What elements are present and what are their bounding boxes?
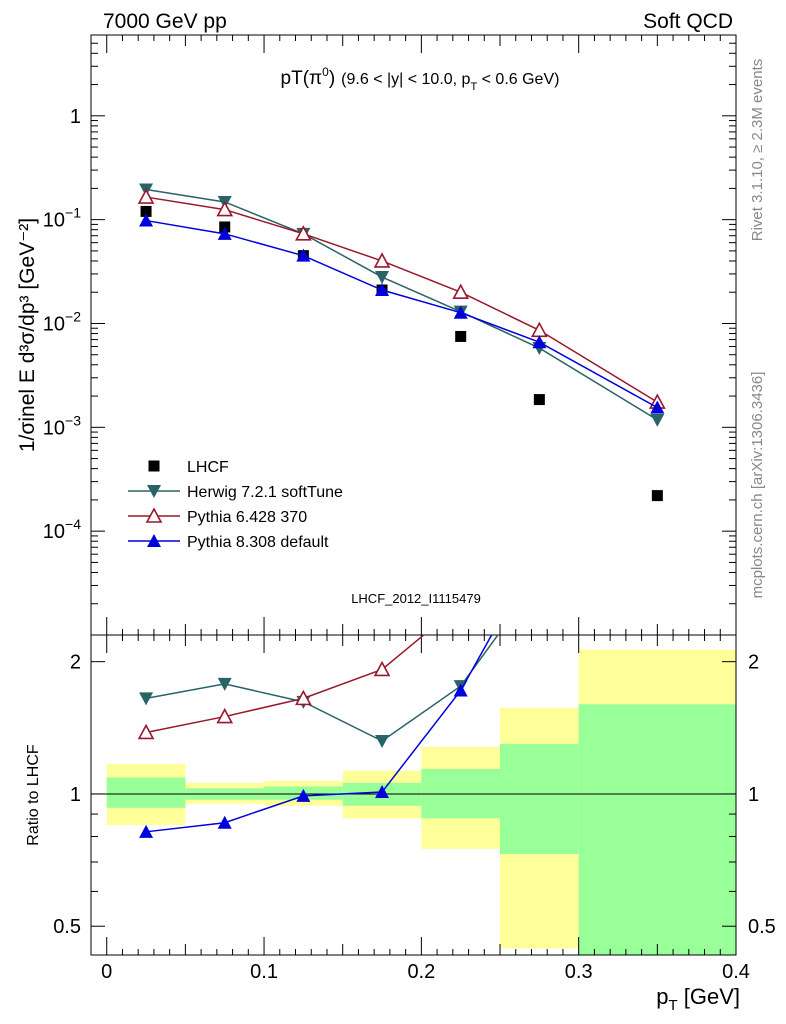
upper-y-tick-label-3: 10−3 (43, 412, 81, 439)
side-label-rivet: Rivet 3.1.10, ≥ 2.3M events (749, 59, 766, 242)
point-herwig (650, 413, 665, 427)
point-herwig (375, 271, 390, 285)
ratio-point-herwig (139, 692, 154, 706)
upper-y-tick-label-0: 1 (70, 106, 81, 128)
header-left: 7000 GeV pp (103, 10, 227, 33)
legend-label-pythia6: Pythia 6.428 370 (187, 509, 307, 526)
point-pythia6 (216, 200, 234, 217)
point-pythia8 (217, 226, 232, 240)
series-layer (137, 183, 666, 838)
ratio-y-tick-label-right-2: 2 (748, 652, 759, 674)
legend: LHCF Herwig 7.2.1 softTune Pythia 6.428 37… (128, 459, 343, 551)
title-cond-sub: T (470, 81, 477, 93)
x-tick-label-2: 0.2 (407, 961, 435, 983)
upper-series (137, 183, 666, 502)
point-pythia6 (137, 188, 155, 204)
plot-title: pT(π0) (9.6 < |y| < 10.0, pT < 0.6 GeV) (281, 65, 560, 93)
upper-y-tick-label-4: 10−4 (43, 516, 81, 543)
ratio-point-pythia8 (296, 788, 311, 802)
ratio-point-herwig (217, 677, 232, 691)
ratio-point-pythia6 (295, 689, 312, 706)
legend-label-herwig: Herwig 7.2.1 softTune (187, 484, 343, 501)
ratio-y-tick-label-left-1: 1 (70, 784, 81, 806)
point-data (455, 330, 467, 342)
point-data (533, 394, 545, 406)
side-label-mcplots: mcplots.cern.ch [arXiv:1306.3436] (749, 372, 766, 599)
legend-marker-herwig (147, 485, 161, 498)
ratio-y-tick-label-left-0: 0.5 (53, 916, 81, 938)
point-pythia8 (532, 335, 547, 349)
x-tick-label-1: 0.1 (250, 961, 278, 983)
title-cond-end: < 0.6 GeV) (477, 71, 559, 88)
upper-y-tick-label-2: 10−2 (43, 308, 81, 335)
ratio-point-pythia8 (139, 824, 154, 838)
axis-ticks: 1 10−1 10−2 10−3 10−4 0.5 0.5 1 1 2 2 0 0.1 0.2 0.3 0.4 (43, 34, 776, 983)
ratio-y-tick-label-left-2: 2 (70, 652, 81, 674)
point-data (140, 205, 152, 217)
ratio-point-pythia8 (453, 683, 468, 697)
band-inner-5 (500, 743, 579, 855)
ratio-series (137, 635, 499, 838)
analysis-id: LHCF_2012_I1115479 (351, 591, 481, 606)
point-pythia8 (650, 400, 665, 414)
ratio-point-pythia6 (373, 660, 391, 677)
band-inner-0 (106, 777, 186, 808)
ratio-point-pythia8 (217, 815, 232, 829)
band-inner-6 (578, 704, 736, 955)
ratio-y-tick-label-right-1: 1 (748, 784, 759, 806)
x-tick-label-4: 0.4 (722, 961, 750, 983)
ratio-point-pythia8 (375, 785, 390, 799)
point-pythia8 (296, 248, 311, 262)
point-pythia6 (531, 321, 548, 338)
ratio-point-pythia6 (216, 707, 234, 724)
x-tick-label-3: 0.3 (565, 961, 593, 983)
header-right: Soft QCD (643, 10, 733, 33)
legend-marker-pythia8 (147, 534, 161, 547)
point-pythia6 (373, 252, 391, 268)
legend-marker-pythia6 (145, 507, 163, 523)
ratio-point-herwig (375, 734, 390, 748)
point-pythia8 (453, 305, 468, 319)
ratio-uncertainty-bands (106, 649, 736, 955)
ratio-y-tick-label-right-0: 0.5 (748, 916, 776, 938)
ratio-y-label: Ratio to LHCF (25, 744, 42, 846)
legend-label-pythia8: Pythia 8.308 default (187, 534, 329, 551)
x-axis-label: pT [GeV] (656, 984, 740, 1014)
legend-label-data: LHCF (187, 459, 229, 476)
title-main: pT(π (281, 68, 323, 89)
upper-y-label: 1/σinel E d³σ/dp³ [GeV⁻²] (16, 218, 39, 452)
title-close: ) (329, 68, 335, 89)
ratio-plot-frame (90, 634, 737, 956)
point-pythia6 (295, 225, 312, 241)
line-pythia8 (145, 219, 658, 409)
ratio-point-pythia6 (137, 723, 155, 740)
title-condition: (9.6 < |y| < 10.0, p (341, 71, 470, 88)
title-sup: 0 (322, 65, 329, 79)
x-tick-label-0: 0 (101, 961, 112, 983)
point-data (651, 490, 663, 502)
point-pythia8 (139, 213, 154, 227)
point-pythia6 (452, 283, 470, 300)
point-pythia8 (375, 283, 390, 297)
legend-marker-data (148, 460, 160, 472)
upper-y-tick-label-1: 10−1 (43, 205, 81, 232)
